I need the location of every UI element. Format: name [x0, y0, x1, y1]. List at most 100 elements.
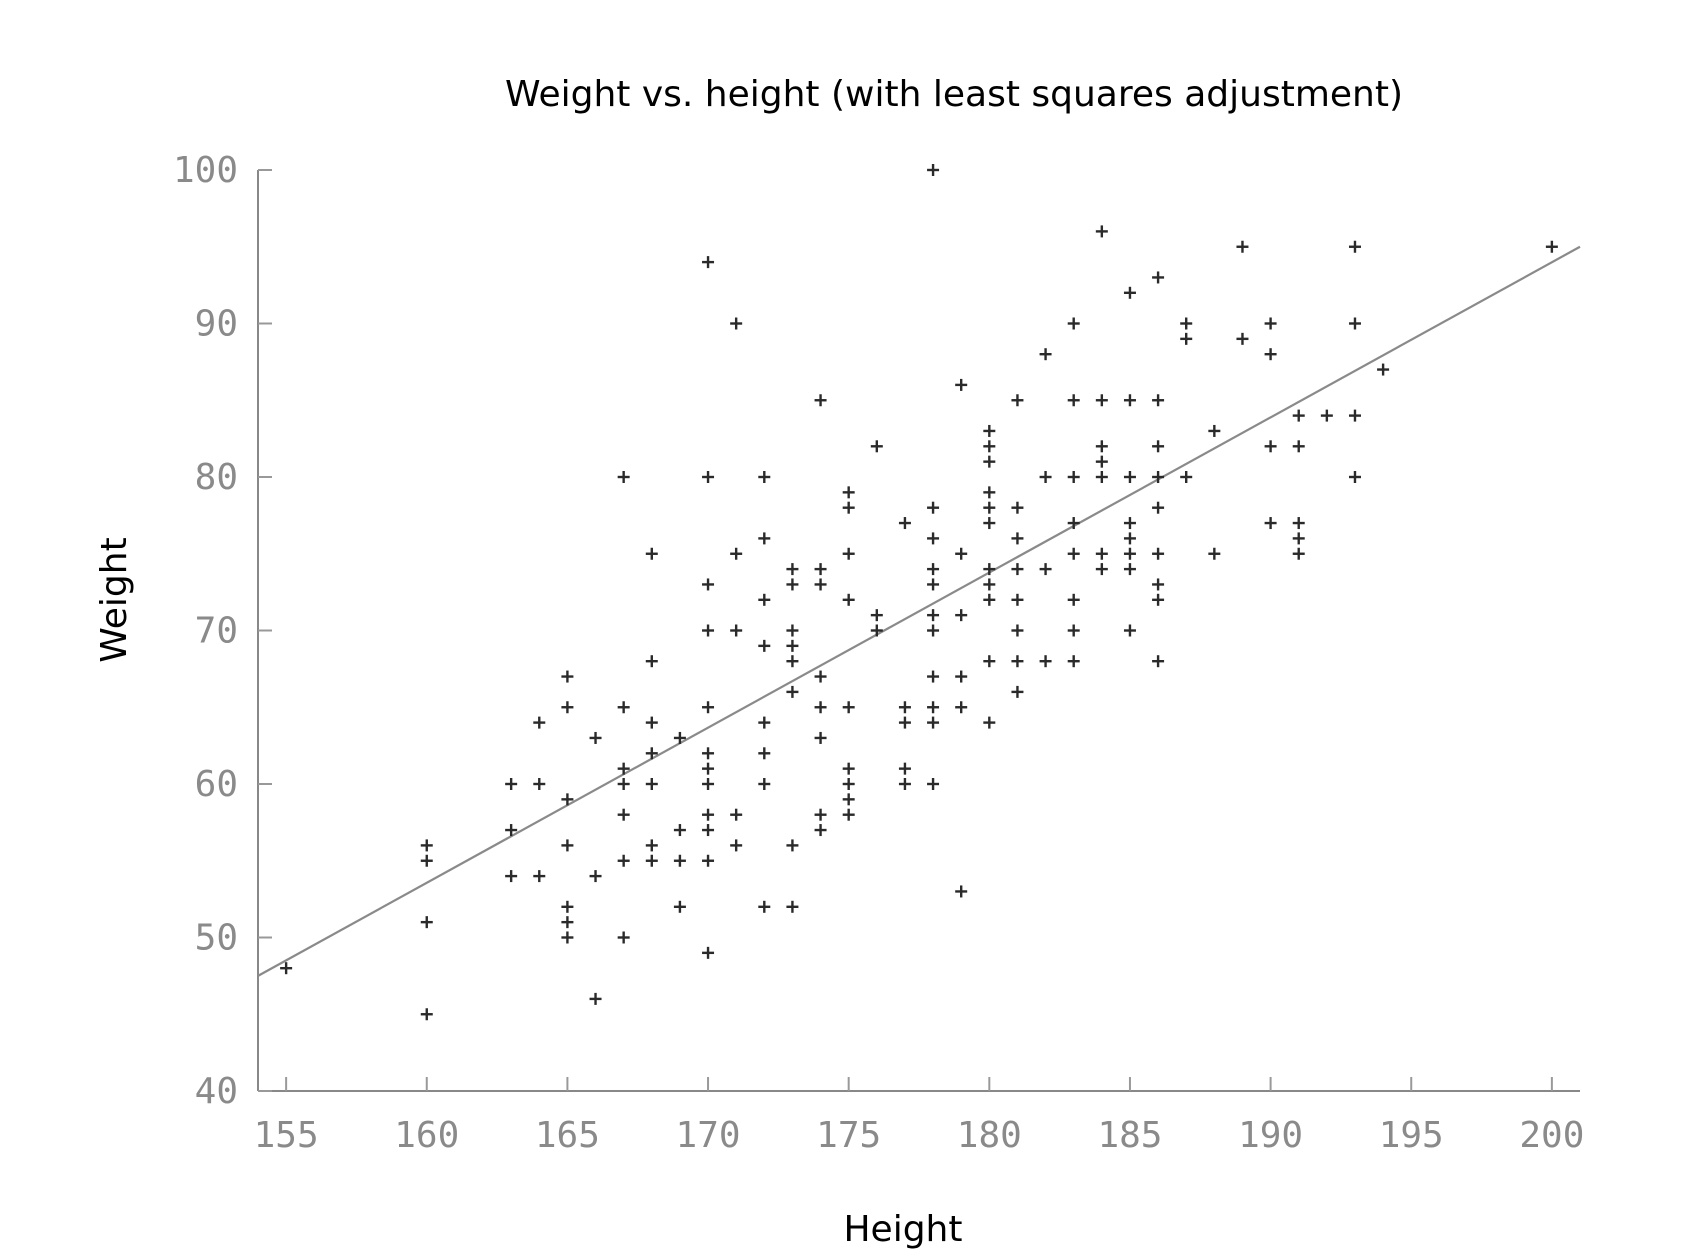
data-point [1236, 240, 1249, 253]
data-point [983, 517, 996, 530]
data-point [1292, 532, 1305, 545]
least-squares-line [257, 245, 1581, 977]
data-point [842, 593, 855, 606]
data-point [645, 747, 658, 760]
chart-title: Weight vs. height (with least squares ad… [505, 74, 1403, 115]
x-tick-label: 195 [1379, 1115, 1444, 1156]
data-point [561, 701, 574, 714]
x-tick-label: 155 [254, 1115, 319, 1156]
x-tick-label: 160 [394, 1115, 459, 1156]
data-point [702, 471, 715, 483]
data-point [589, 870, 602, 883]
data-point [533, 778, 546, 790]
data-point [617, 854, 630, 867]
data-point [898, 716, 911, 729]
data-point [1095, 394, 1108, 407]
data-point [814, 808, 827, 821]
data-point [1123, 286, 1136, 299]
fit-line-group [257, 245, 1581, 977]
data-point [927, 609, 940, 622]
data-point [955, 609, 968, 622]
data-point [1348, 317, 1361, 330]
data-point [645, 547, 658, 560]
data-point [1292, 440, 1305, 453]
data-point [786, 624, 799, 637]
data-point [561, 670, 574, 683]
data-point [1377, 363, 1390, 376]
data-point [1067, 394, 1080, 407]
data-point [673, 900, 686, 913]
data-point [1320, 409, 1333, 422]
x-tick-label: 175 [816, 1115, 881, 1156]
data-point [983, 501, 996, 514]
data-point [617, 808, 630, 821]
data-point [983, 716, 996, 729]
data-point [1011, 624, 1024, 637]
data-point [927, 670, 940, 683]
data-point [955, 547, 968, 560]
data-point [870, 624, 883, 637]
x-tick-label: 200 [1519, 1115, 1584, 1156]
data-point [730, 317, 743, 330]
data-point [1067, 593, 1080, 606]
data-point [842, 501, 855, 514]
data-point [1152, 271, 1165, 284]
data-point [1123, 394, 1136, 407]
data-point [702, 256, 715, 269]
data-point [702, 578, 715, 591]
data-point [561, 839, 574, 852]
data-point [1545, 240, 1558, 253]
data-point [1152, 593, 1165, 606]
data-point [758, 471, 771, 483]
data-point [927, 624, 940, 637]
data-point [730, 547, 743, 560]
data-point [673, 854, 686, 867]
data-point [1039, 655, 1052, 668]
data-point [955, 378, 968, 391]
data-point [673, 731, 686, 744]
data-point [927, 716, 940, 729]
data-point [898, 701, 911, 714]
data-point [702, 824, 715, 837]
data-point [786, 578, 799, 591]
x-tick-label: 180 [957, 1115, 1022, 1156]
data-point [814, 670, 827, 683]
data-point [702, 778, 715, 790]
data-point [702, 946, 715, 959]
data-point [1011, 593, 1024, 606]
data-point [758, 639, 771, 652]
data-point [983, 593, 996, 606]
data-point [898, 517, 911, 530]
data-point [1123, 517, 1136, 530]
data-point [645, 716, 658, 729]
data-point [1011, 563, 1024, 576]
data-point [1264, 440, 1277, 453]
ticks: 155 160 165 170 175 180 185 190 195 200 40 50 60 70 80… [173, 150, 1584, 1156]
data-point [1067, 655, 1080, 668]
data-point [1123, 547, 1136, 560]
data-point [842, 778, 855, 790]
data-point [1348, 471, 1361, 483]
data-point [1152, 655, 1165, 668]
y-tick-label: 100 [173, 150, 238, 191]
data-point [1067, 624, 1080, 637]
data-point [533, 716, 546, 729]
data-point [1095, 455, 1108, 468]
data-point [1123, 563, 1136, 576]
y-tick-label: 70 [195, 611, 238, 652]
data-point [1348, 240, 1361, 253]
data-point [702, 624, 715, 637]
data-point [1152, 440, 1165, 453]
data-point [1067, 317, 1080, 330]
data-point [1039, 348, 1052, 361]
points [280, 164, 1558, 1021]
data-point [983, 440, 996, 453]
data-point [561, 793, 574, 806]
data-point [1208, 547, 1221, 560]
data-point [617, 778, 630, 790]
x-tick-label: 165 [535, 1115, 600, 1156]
data-point [1152, 471, 1165, 483]
data-point [1208, 424, 1221, 437]
data-point [1067, 547, 1080, 560]
